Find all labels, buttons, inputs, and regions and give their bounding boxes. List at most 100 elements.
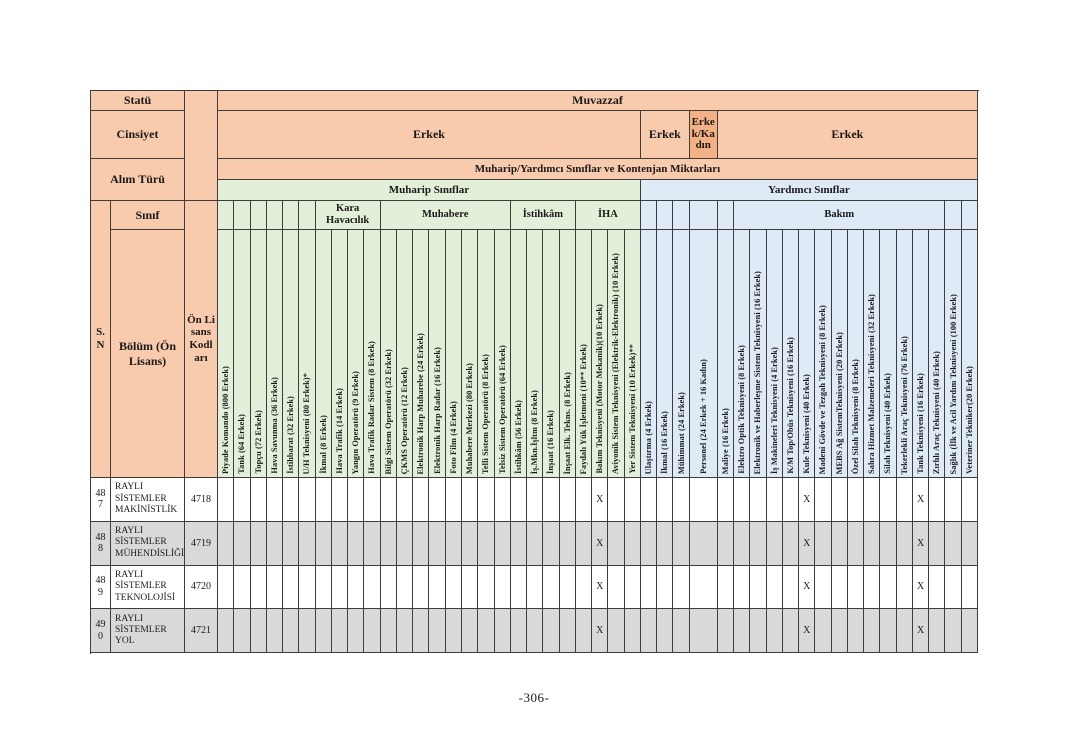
data-cell: [657, 521, 674, 566]
data-cell: [413, 565, 430, 610]
data-cell: [624, 478, 641, 522]
data-cell: [510, 609, 528, 653]
data-cell: [734, 478, 751, 522]
data-cell: [945, 478, 962, 522]
column-header: Mühimmat (24 Erkek): [673, 230, 690, 478]
data-cell: [624, 565, 641, 610]
column-header: Ulaştırma (4 Erkek): [640, 230, 658, 478]
data-cell: [364, 521, 381, 566]
data-cell: [559, 609, 576, 653]
data-cell: [527, 521, 544, 566]
data-cell: [234, 565, 251, 610]
data-cell: [250, 478, 267, 522]
data-cell: [462, 565, 479, 610]
group-cell-empty: [717, 201, 734, 230]
data-cell: [283, 609, 300, 653]
data-cell: [445, 478, 462, 522]
data-cell: [413, 609, 430, 653]
data-cell: [945, 565, 962, 610]
data-cell: [929, 521, 946, 566]
gender-header: Erkek/Kadın: [689, 111, 718, 159]
data-cell: [673, 521, 690, 566]
data-cell: [364, 609, 381, 653]
column-header: Bakım Teknisyeni (Motor Mekanik)(10 Erke…: [592, 230, 609, 478]
column-header-label: Piyade Komando (800 Erkek): [221, 366, 231, 474]
x-mark: X: [912, 478, 930, 522]
data-cell: [815, 565, 832, 610]
column-header-label: Hava Savunma (36 Erkek): [269, 377, 279, 474]
on-lisans-kod-header: Ön Lisans Kodları: [185, 201, 218, 478]
column-header-label: Topçu (72 Erkek): [253, 410, 263, 474]
data-cell: [543, 521, 560, 566]
data-cell: [689, 478, 718, 522]
alim-turu-label: Alım Türü: [91, 159, 185, 201]
data-cell: [250, 521, 267, 566]
row-code: 4721: [185, 609, 218, 653]
page-number: -306-: [518, 690, 550, 705]
data-cell: [396, 609, 414, 653]
data-cell: [250, 609, 267, 653]
statu-label: Statü: [91, 91, 185, 111]
data-cell: [608, 478, 625, 522]
data-cell: [782, 478, 800, 522]
group-cell-empty: [657, 201, 674, 230]
column-header: Zırhlı Araç Teknisyeni (40 Erkek): [929, 230, 946, 478]
column-header: Elektronik Harp Radar (16 Erkek): [429, 230, 446, 478]
column-header-label: Elektronik Harp Muharebe (24 Erkek): [416, 332, 426, 474]
data-cell: [831, 478, 848, 522]
column-header-label: Telli Sistem Operatörü (8 Erkek): [481, 354, 491, 474]
row-bolum: RAYLI SİSTEMLER MAKİNİSTLİK: [111, 478, 185, 522]
column-header-label: İnşaat Elk. Tekns. (8 Erkek): [562, 371, 572, 474]
column-header-label: ÇKMS Operatörü (12 Erkek): [399, 366, 409, 474]
data-cell: [299, 609, 316, 653]
column-header: İkmal (8 Erkek): [315, 230, 332, 478]
column-header: Hava Trafik (14 Erkek): [331, 230, 349, 478]
data-cell: [608, 609, 625, 653]
column-header: Kule Teknisyeni (40 Erkek): [799, 230, 816, 478]
data-cell: [608, 565, 625, 610]
row-sn: 487: [91, 478, 111, 522]
group-cell-empty: [299, 201, 316, 230]
data-cell: [815, 521, 832, 566]
column-header-label: K/M Top/Obüs Teknisyeni (16 Erkek): [785, 337, 795, 474]
column-header-label: MEBS Ağ SistemTeknisyeni (20 Erkek): [834, 331, 844, 474]
x-mark: X: [912, 521, 930, 566]
gender-header: Erkek: [717, 111, 978, 159]
column-header: Tank (64 Erkek): [234, 230, 251, 478]
column-header: Muhabere Merkezi (80 Erkek): [462, 230, 479, 478]
data-cell: [575, 478, 593, 522]
data-cell: [766, 478, 783, 522]
column-header: Foto Film (4 Erkek): [445, 230, 462, 478]
cinsiyet-label: Cinsiyet: [91, 111, 185, 159]
quota-table: Statü Muvazzaf Cinsiyet Alım Türü Muhari…: [90, 90, 979, 654]
data-cell: [831, 609, 848, 653]
data-cell: [831, 565, 848, 610]
row-sn-value: 488: [95, 531, 106, 555]
data-cell: [559, 478, 576, 522]
data-cell: [864, 565, 881, 610]
data-cell: [831, 521, 848, 566]
column-header-label: Muhabere Merkezi (80 Erkek): [465, 362, 475, 474]
data-cell: [961, 478, 978, 522]
data-cell: [673, 478, 690, 522]
data-cell: [929, 478, 946, 522]
data-cell: [559, 521, 576, 566]
data-cell: [961, 521, 978, 566]
gender-header: Erkek: [218, 111, 641, 159]
column-header: ÇKMS Operatörü (12 Erkek): [396, 230, 414, 478]
column-header-label: Zırhlı Araç Teknisyeni (40 Erkek): [932, 350, 942, 474]
column-header: Özel Silah Teknisyeni (8 Erkek): [847, 230, 865, 478]
data-cell: [299, 521, 316, 566]
column-header-label: İkmal (8 Erkek): [318, 415, 328, 474]
column-header: Telsiz Sistem Operatörü (64 Erkek): [494, 230, 511, 478]
data-cell: [396, 565, 414, 610]
x-mark: X: [799, 478, 816, 522]
data-cell: [331, 565, 349, 610]
gender-header: Erkek: [640, 111, 690, 159]
data-cell: [478, 478, 495, 522]
data-cell: [429, 565, 446, 610]
data-cell: [266, 478, 284, 522]
data-cell: [527, 609, 544, 653]
column-header-label: Veteriner Tekniker(20 Erkek): [964, 366, 974, 474]
data-cell: [429, 478, 446, 522]
